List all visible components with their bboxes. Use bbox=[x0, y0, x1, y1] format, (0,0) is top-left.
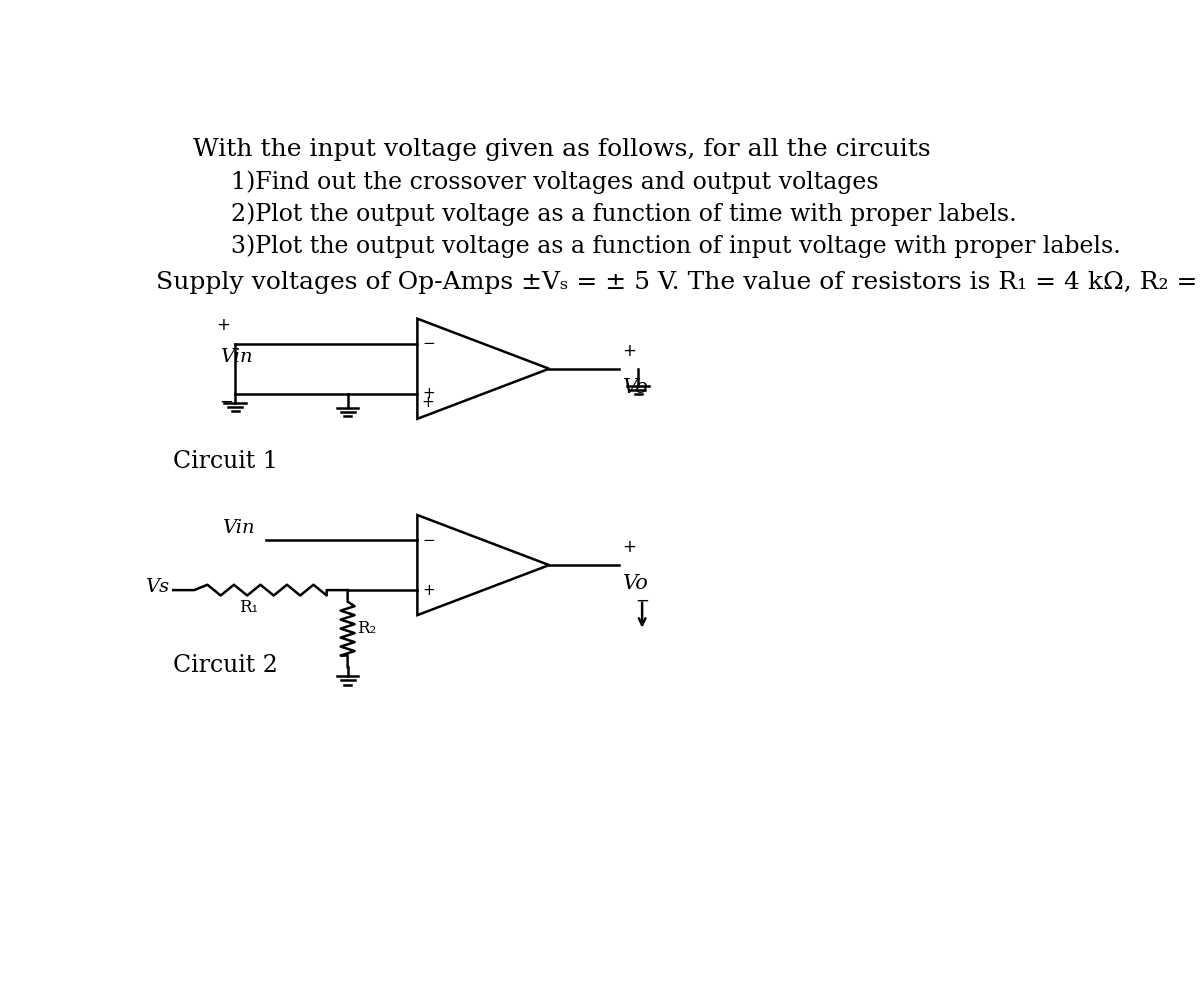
Text: +: + bbox=[623, 341, 637, 359]
Text: 2)Plot the output voltage as a function of time with proper labels.: 2)Plot the output voltage as a function … bbox=[232, 202, 1018, 226]
Text: 1)Find out the crossover voltages and output voltages: 1)Find out the crossover voltages and ou… bbox=[232, 170, 878, 193]
Text: Circuit 1: Circuit 1 bbox=[173, 449, 278, 473]
Text: +: + bbox=[421, 395, 434, 410]
Text: Vin: Vin bbox=[220, 347, 252, 366]
Text: −: − bbox=[635, 593, 649, 610]
Text: R₂: R₂ bbox=[356, 620, 376, 637]
Text: +: + bbox=[217, 317, 230, 335]
Text: R₁: R₁ bbox=[239, 599, 258, 616]
Text: Vin: Vin bbox=[222, 519, 254, 537]
Text: Vo: Vo bbox=[623, 574, 649, 594]
Text: +: + bbox=[422, 387, 436, 401]
Text: −: − bbox=[220, 392, 233, 410]
Text: −: − bbox=[422, 336, 436, 351]
Text: Circuit 2: Circuit 2 bbox=[173, 653, 278, 677]
Text: −: − bbox=[422, 533, 436, 547]
Text: Vs: Vs bbox=[145, 578, 169, 596]
Text: 3)Plot the output voltage as a function of input voltage with proper labels.: 3)Plot the output voltage as a function … bbox=[232, 234, 1121, 258]
Text: Vo: Vo bbox=[623, 378, 649, 397]
Text: +: + bbox=[623, 538, 637, 556]
Text: With the input voltage given as follows, for all the circuits: With the input voltage given as follows,… bbox=[193, 137, 930, 161]
Text: Supply voltages of Op-Amps ±Vₛ = ± 5 V. The value of resistors is R₁ = 4 kΩ, R₂ : Supply voltages of Op-Amps ±Vₛ = ± 5 V. … bbox=[156, 271, 1200, 294]
Text: +: + bbox=[422, 583, 436, 597]
